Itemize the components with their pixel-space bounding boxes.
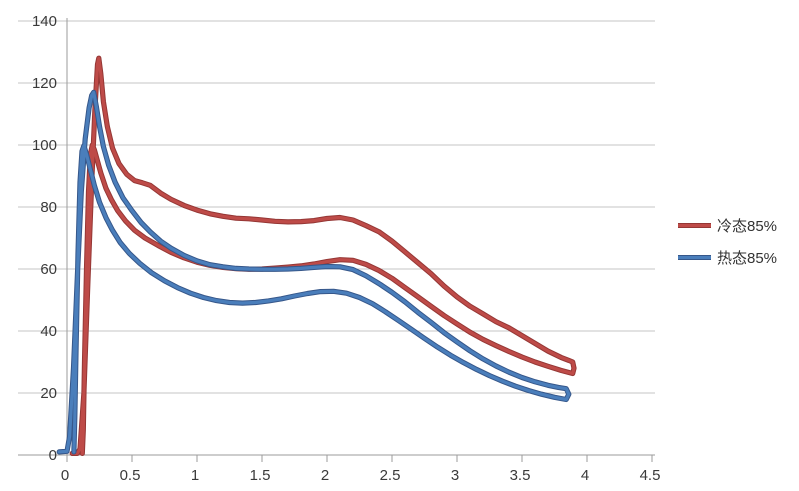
y-tick-label: 80: [40, 199, 57, 216]
y-tick-label: 60: [40, 261, 57, 278]
y-tick-label: 140: [32, 13, 57, 30]
x-tick-label: 3.5: [510, 467, 531, 484]
y-tick-label: 0: [49, 447, 57, 464]
y-tick-label: 100: [32, 137, 57, 154]
series-line-outline-1: [56, 89, 572, 455]
x-tick-label: 2.5: [380, 467, 401, 484]
y-tick-label: 40: [40, 323, 57, 340]
legend-item-hot: 热态85%: [678, 247, 777, 268]
legend-label-hot: 热态85%: [717, 250, 778, 267]
legend-label-cold: 冷态85%: [717, 218, 778, 235]
series-line-outline-0: [69, 55, 577, 456]
y-tick-label: 120: [32, 75, 57, 92]
gridlines: [18, 20, 655, 456]
tick-labels: 0 20 40 60 80 100 120 140 0 0.5 1 1.5 2 2.5 3 3.5 4 4.5: [32, 13, 660, 484]
x-tick-label: 3: [451, 467, 459, 484]
series-line-0: [70, 56, 576, 455]
y-tick-label: 20: [40, 385, 57, 402]
x-tick-label: 0.5: [120, 467, 141, 484]
x-tick-label: 4: [581, 467, 589, 484]
series-line-1: [57, 90, 571, 454]
x-tick-label: 4.5: [640, 467, 661, 484]
legend-item-cold: 冷态85%: [678, 215, 777, 236]
x-axis-ticks: [66, 455, 653, 462]
x-tick-label: 1: [191, 467, 199, 484]
legend-line-hot: [678, 255, 711, 260]
x-tick-label: 2: [321, 467, 329, 484]
legend: 冷态85% 热态85%: [678, 215, 777, 268]
x-tick-label: 1.5: [250, 467, 271, 484]
x-tick-label: 0: [61, 467, 69, 484]
series-lines: [56, 55, 577, 456]
legend-line-cold: [678, 223, 711, 228]
